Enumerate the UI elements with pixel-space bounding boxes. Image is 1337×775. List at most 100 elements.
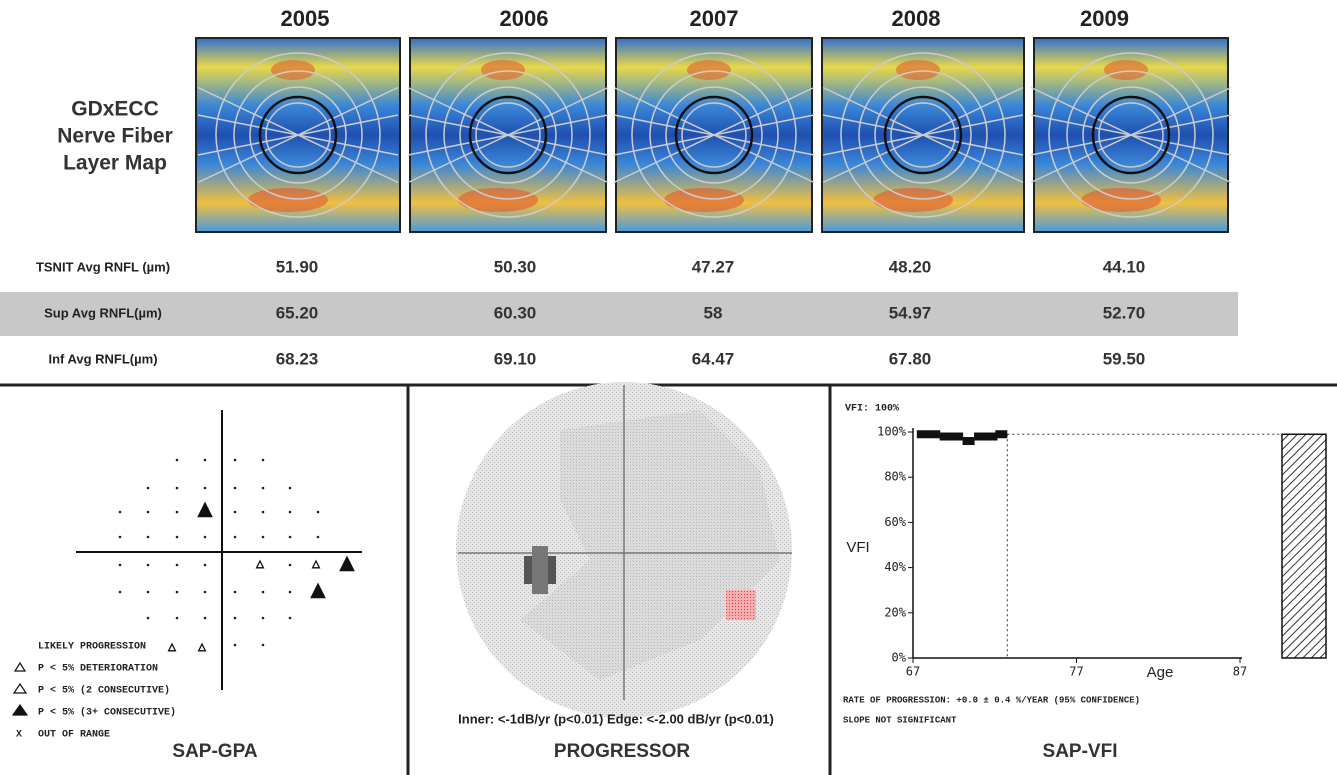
row-band bbox=[0, 292, 1238, 336]
field-dot bbox=[176, 511, 179, 514]
year-label: 2008 bbox=[892, 6, 941, 31]
field-dot bbox=[262, 617, 265, 620]
panel-title: SAP-GPA bbox=[172, 741, 257, 762]
year-label: 2007 bbox=[690, 6, 739, 31]
field-dot bbox=[234, 536, 237, 539]
row-label: Sup Avg RNFL(µm) bbox=[44, 305, 162, 320]
legend-symbol: X bbox=[16, 730, 22, 741]
nfl-image bbox=[1031, 38, 1231, 232]
red-patch bbox=[896, 60, 940, 80]
legend-item: P < 5% (3+ CONSECUTIVE) bbox=[38, 707, 176, 719]
figure: 20052006200720082009GDxECCNerve FiberLay… bbox=[0, 0, 1337, 775]
field-dot bbox=[176, 617, 179, 620]
progression-symbol bbox=[169, 644, 176, 651]
year-label: 2006 bbox=[500, 6, 549, 31]
field-dot bbox=[147, 564, 150, 567]
field-dot bbox=[234, 644, 237, 647]
y-tick-label: 100% bbox=[877, 425, 907, 439]
nfl-image bbox=[408, 38, 608, 232]
field-dot bbox=[289, 564, 292, 567]
row-label: Inf Avg RNFL(µm) bbox=[48, 351, 157, 366]
field-dot bbox=[176, 487, 179, 490]
chart-header: VFI: 100% bbox=[845, 404, 899, 415]
y-tick-label: 40% bbox=[884, 560, 906, 574]
field-dot bbox=[176, 536, 179, 539]
red-patch bbox=[481, 60, 525, 80]
field-dot bbox=[204, 487, 207, 490]
field-dot bbox=[262, 536, 265, 539]
legend-item: P < 5% DETERIORATION bbox=[38, 664, 158, 675]
progression-symbol bbox=[313, 561, 320, 568]
projection-bar bbox=[1282, 434, 1326, 658]
legend-symbol bbox=[15, 663, 25, 671]
field-dot bbox=[204, 564, 207, 567]
x-tick-label: 87 bbox=[1233, 665, 1247, 679]
progression-symbol bbox=[257, 561, 264, 568]
field-dot bbox=[317, 511, 320, 514]
vfi-point bbox=[917, 430, 929, 438]
cell-value: 58 bbox=[704, 303, 723, 322]
nfl-image bbox=[614, 38, 814, 232]
cell-value: 54.97 bbox=[889, 303, 932, 322]
field-dot bbox=[119, 564, 122, 567]
progressor-panel: Inner: <-1dB/yr (p<0.01) Edge: <-2.00 dB… bbox=[456, 382, 792, 762]
field-dot bbox=[176, 591, 179, 594]
caption: Inner: <-1dB/yr (p<0.01) Edge: <-2.00 dB… bbox=[458, 711, 774, 726]
field-dot bbox=[147, 617, 150, 620]
field-dot bbox=[289, 617, 292, 620]
field-dot bbox=[289, 591, 292, 594]
panel-title: PROGRESSOR bbox=[554, 741, 690, 762]
vfi-point bbox=[951, 433, 963, 441]
cell-value: 44.10 bbox=[1103, 257, 1146, 276]
row-label: TSNIT Avg RNFL (µm) bbox=[36, 259, 170, 274]
vfi-point bbox=[963, 437, 975, 445]
field-dot bbox=[204, 459, 207, 462]
field-dot bbox=[204, 536, 207, 539]
legend-item: OUT OF RANGE bbox=[38, 730, 110, 741]
cell-value: 68.23 bbox=[276, 349, 319, 368]
cell-value: 60.30 bbox=[494, 303, 537, 322]
field-dot bbox=[204, 617, 207, 620]
field-dot bbox=[176, 459, 179, 462]
red-patch bbox=[271, 60, 315, 80]
vfi-point bbox=[974, 433, 986, 441]
row-title: GDxECC bbox=[71, 98, 159, 121]
legend-item: P < 5% (2 CONSECUTIVE) bbox=[38, 685, 170, 697]
nfl-image bbox=[822, 38, 1024, 232]
y-tick-label: 60% bbox=[884, 515, 906, 529]
cell-value: 64.47 bbox=[692, 349, 735, 368]
field-dot bbox=[262, 591, 265, 594]
progression-cluster bbox=[726, 590, 756, 620]
x-tick-label: 77 bbox=[1069, 665, 1083, 679]
field-dot bbox=[119, 591, 122, 594]
field-dot bbox=[234, 459, 237, 462]
cell-value: 59.50 bbox=[1103, 349, 1146, 368]
note: RATE OF PROGRESSION: +0.0 ± 0.4 %/YEAR (… bbox=[843, 695, 1140, 705]
field-dot bbox=[234, 511, 237, 514]
field-dot bbox=[289, 536, 292, 539]
cell-value: 67.80 bbox=[889, 349, 932, 368]
field-dot bbox=[234, 591, 237, 594]
field-dot bbox=[176, 564, 179, 567]
cell-value: 52.70 bbox=[1103, 303, 1146, 322]
cell-value: 50.30 bbox=[494, 257, 537, 276]
year-label: 2009 bbox=[1080, 6, 1129, 31]
cell-value: 48.20 bbox=[889, 257, 932, 276]
progression-symbol bbox=[198, 503, 212, 517]
field-dot bbox=[147, 487, 150, 490]
field-dot bbox=[204, 591, 207, 594]
y-tick-label: 0% bbox=[892, 651, 907, 665]
field-dot bbox=[119, 536, 122, 539]
legend-heading: LIKELY PROGRESSION bbox=[38, 642, 146, 653]
progression-symbol bbox=[199, 644, 206, 651]
field-dot bbox=[262, 644, 265, 647]
gpa-panel: LIKELY PROGRESSION P < 5% DETERIORATION P … bbox=[13, 410, 362, 762]
field-dot bbox=[289, 487, 292, 490]
red-patch bbox=[687, 60, 731, 80]
y-axis-label: VFI bbox=[846, 539, 869, 556]
progression-symbol bbox=[311, 584, 325, 598]
field-dot bbox=[147, 511, 150, 514]
nfl-image bbox=[196, 38, 400, 232]
